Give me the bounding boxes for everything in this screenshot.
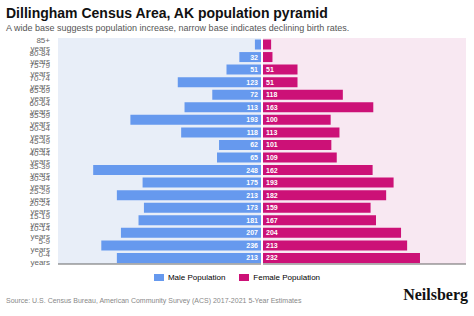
svg-text:162: 162 [266, 167, 278, 174]
svg-text:173: 173 [246, 204, 258, 211]
svg-text:193: 193 [266, 179, 278, 186]
svg-text:51: 51 [250, 66, 258, 73]
svg-text:163: 163 [266, 104, 278, 111]
svg-text:101: 101 [266, 141, 278, 148]
svg-text:159: 159 [266, 204, 278, 211]
svg-text:65: 65 [250, 154, 258, 161]
svg-text:248: 248 [246, 167, 258, 174]
svg-text:113: 113 [266, 129, 277, 136]
svg-text:213: 213 [246, 192, 258, 199]
svg-text:175: 175 [246, 179, 258, 186]
svg-text:232: 232 [266, 254, 278, 261]
svg-text:123: 123 [246, 79, 258, 86]
svg-text:85+years: 85+years [30, 38, 50, 53]
svg-text:51: 51 [266, 66, 274, 73]
svg-text:181: 181 [246, 217, 258, 224]
svg-text:113: 113 [247, 104, 258, 111]
svg-text:32: 32 [250, 54, 258, 61]
svg-text:62: 62 [250, 141, 258, 148]
svg-text:213: 213 [246, 254, 258, 261]
svg-text:100: 100 [266, 116, 278, 123]
svg-text:207: 207 [246, 229, 258, 236]
svg-text:213: 213 [266, 242, 278, 249]
svg-text:109: 109 [266, 154, 278, 161]
svg-text:193: 193 [246, 116, 258, 123]
svg-text:182: 182 [266, 192, 278, 199]
svg-text:167: 167 [266, 217, 278, 224]
svg-text:204: 204 [266, 229, 278, 236]
svg-text:51: 51 [266, 79, 274, 86]
svg-text:236: 236 [246, 242, 258, 249]
svg-text:118: 118 [266, 91, 277, 98]
svg-text:118: 118 [247, 129, 258, 136]
svg-text:72: 72 [250, 91, 258, 98]
